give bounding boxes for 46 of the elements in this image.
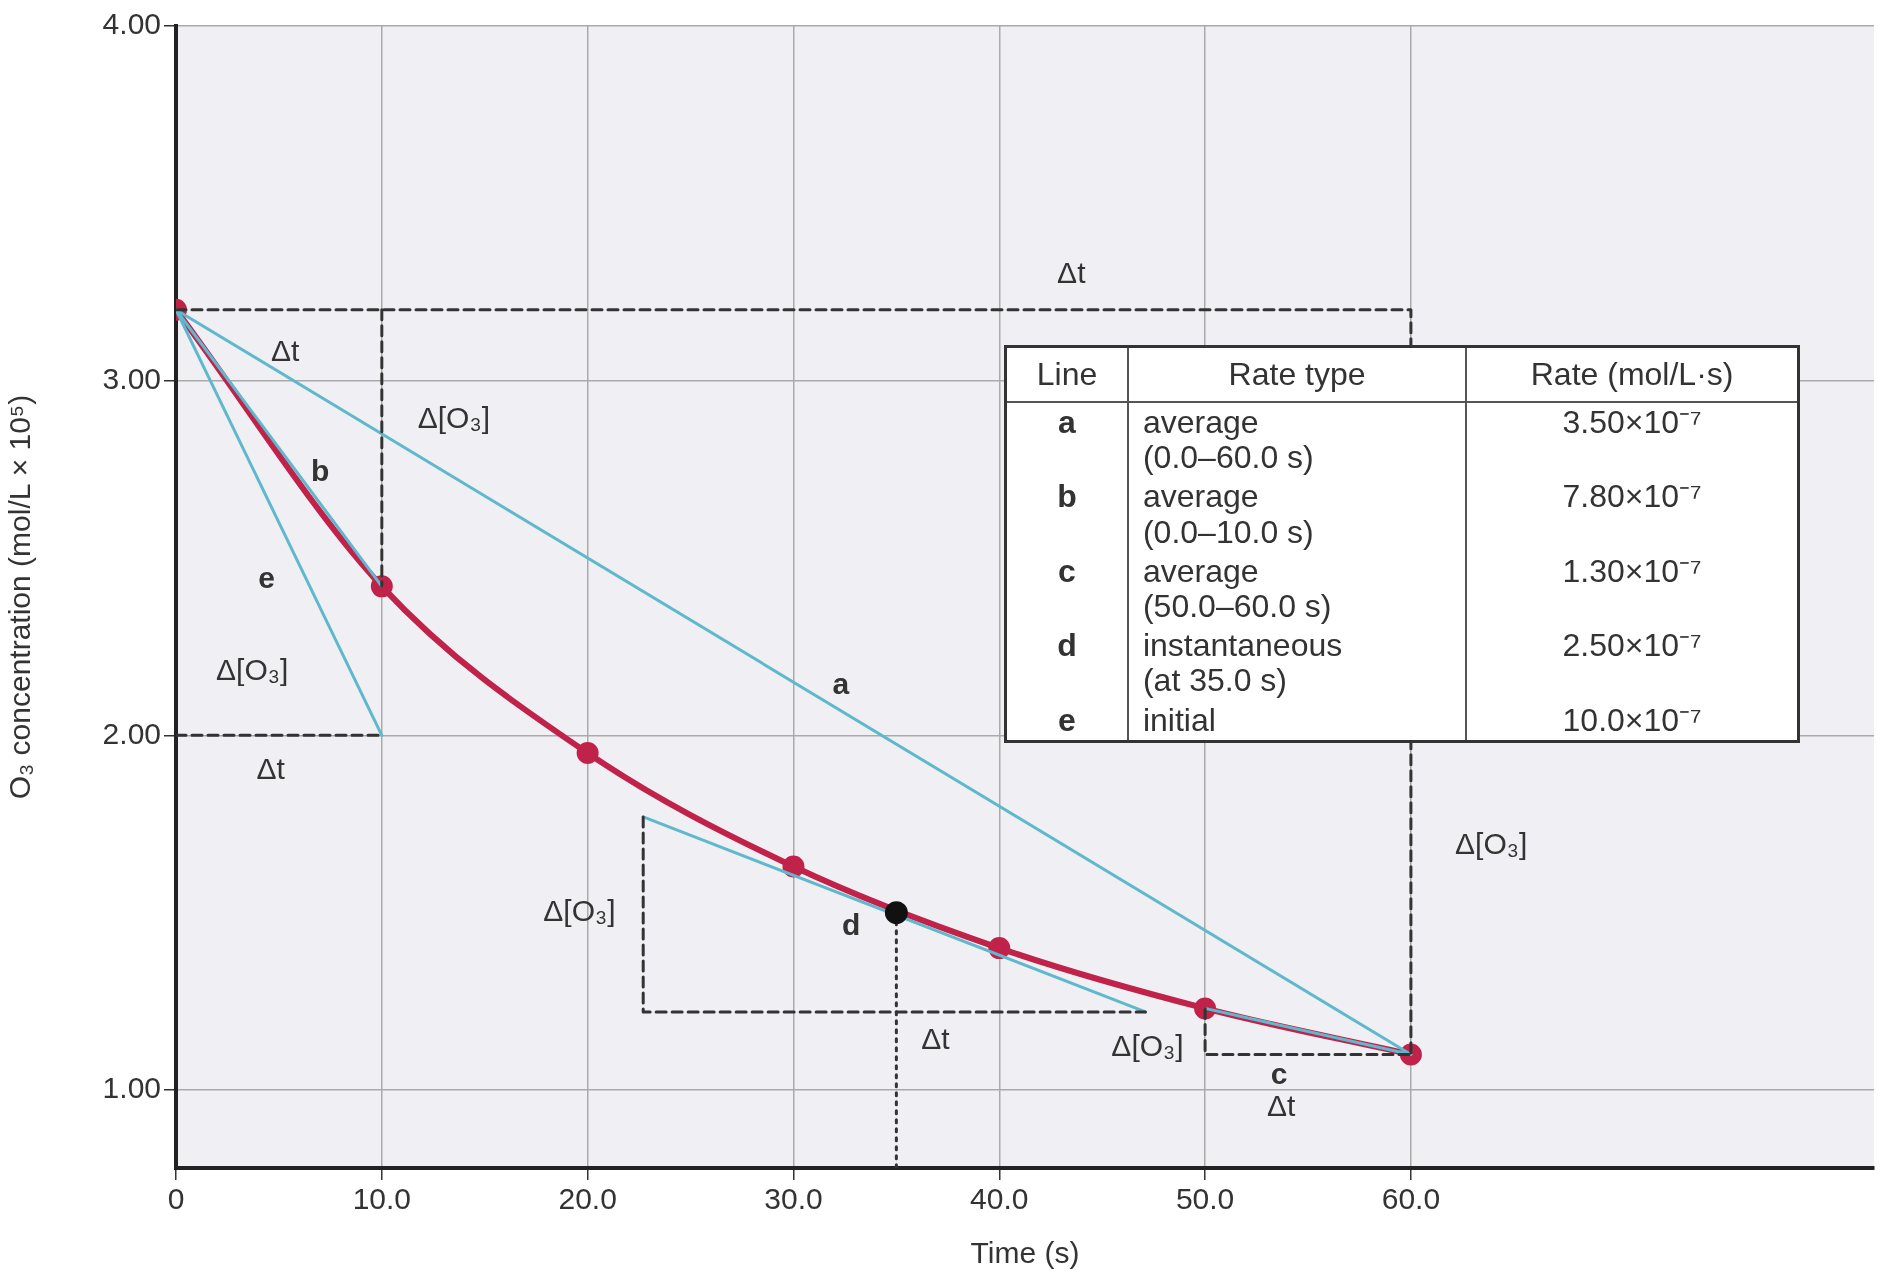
x-tick-label: 50.0 <box>1175 1182 1235 1216</box>
annotation: Line <box>1005 346 1128 402</box>
annotation: Rate type <box>1127 346 1467 402</box>
annotation: b <box>310 454 330 488</box>
x-tick-label: 60.0 <box>1381 1182 1441 1216</box>
annotation: average (50.0–60.0 s) <box>1127 551 1467 627</box>
annotation: e <box>258 560 275 594</box>
annotation: Δ[O₃] <box>543 893 616 927</box>
annotation: initial <box>1127 700 1467 742</box>
x-tick-label: 10.0 <box>352 1182 412 1216</box>
annotation: Δ[O₃] <box>417 400 490 434</box>
annotation: Δt <box>1267 1088 1297 1122</box>
annotation: Δt <box>921 1021 951 1055</box>
annotation: c <box>1270 1057 1288 1091</box>
annotation: 10.0×10⁻⁷ <box>1466 700 1799 742</box>
annotation: 3.50×10⁻⁷ <box>1466 402 1799 478</box>
y-tick-label: 3.00 <box>102 361 161 395</box>
x-tick-label: 30.0 <box>764 1182 823 1216</box>
annotation: b <box>1005 477 1128 552</box>
annotation: Δt <box>256 752 286 786</box>
annotation: c <box>1005 551 1128 627</box>
annotation: e <box>1005 700 1128 742</box>
x-tick-label: 0 <box>167 1182 185 1216</box>
annotation: Rate (mol/L·s) <box>1466 346 1799 402</box>
annotation: Δ[O₃] <box>1455 826 1528 860</box>
annotation: d <box>841 908 861 942</box>
annotation: Δ[O₃] <box>216 652 289 686</box>
annotation: 2.50×10⁻⁷ <box>1466 626 1799 701</box>
y-axis-title: O₃ concentration (mol/L × 10⁵) <box>3 394 37 800</box>
annotation: average (0.0–60.0 s) <box>1127 402 1467 478</box>
annotation: average (0.0–10.0 s) <box>1127 477 1467 552</box>
y-tick-label: 2.00 <box>102 716 161 750</box>
annotation: Δ[O₃] <box>1111 1028 1184 1062</box>
annotation: Δt <box>270 333 300 367</box>
annotation: instantaneous (at 35.0 s) <box>1127 626 1467 701</box>
x-tick-label: 20.0 <box>558 1182 617 1216</box>
annotation: d <box>1005 626 1128 701</box>
y-tick-label: 1.00 <box>102 1071 161 1105</box>
annotation: a <box>832 666 850 700</box>
annotation: Δt <box>1057 255 1087 289</box>
x-tick-label: 40.0 <box>970 1182 1029 1216</box>
annotation: a <box>1005 402 1128 478</box>
annotation: 1.30×10⁻⁷ <box>1466 551 1799 627</box>
x-axis-title: Time (s) <box>970 1236 1080 1270</box>
annotation: 7.80×10⁻⁷ <box>1466 477 1799 552</box>
y-tick-label: 4.00 <box>102 7 161 41</box>
